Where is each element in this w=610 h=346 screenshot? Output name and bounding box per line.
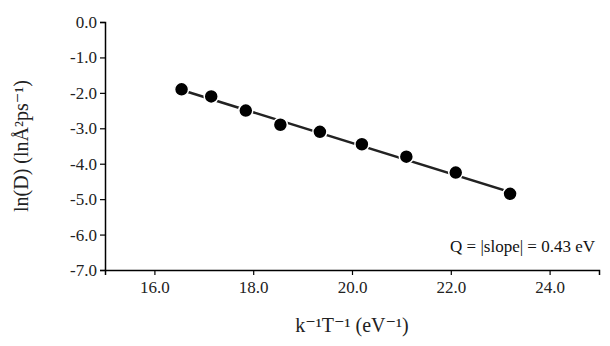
y-tick: -3.0 <box>70 119 105 138</box>
y-tick-label: -6.0 <box>70 226 97 245</box>
x-tick-mark <box>352 270 353 275</box>
x-tick-label: 22.0 <box>436 278 466 297</box>
x-tick-mark <box>253 270 254 275</box>
x-axis-line <box>106 271 600 276</box>
chart: 16.0 18.0 20.0 22.0 24.0 0.0 -1.0 -2.0 -3.0 -4.0 -… <box>0 0 610 346</box>
data-point <box>273 118 287 132</box>
y-axis: 0.0 -1.0 -2.0 -3.0 -4.0 -5.0 -6.0 -7.0 <box>70 13 105 280</box>
y-tick: -5.0 <box>70 190 105 209</box>
y-tick-label: -5.0 <box>70 190 97 209</box>
y-tick-mark <box>100 93 105 94</box>
x-axis-title: k⁻¹T⁻¹ (eV⁻¹) <box>295 314 409 337</box>
x-tick-label: 16.0 <box>140 278 170 297</box>
x-axis: 16.0 18.0 20.0 22.0 24.0 <box>106 270 600 297</box>
y-tick-label: -3.0 <box>70 119 97 138</box>
y-tick: -6.0 <box>70 226 105 245</box>
x-tick-mark <box>154 270 155 275</box>
y-tick: -1.0 <box>70 48 105 67</box>
y-tick: -7.0 <box>70 261 105 280</box>
x-tick-mark <box>451 270 452 275</box>
x-tick-label: 18.0 <box>239 278 269 297</box>
marks <box>175 82 518 201</box>
x-tick: 24.0 <box>535 270 565 297</box>
x-tick: 20.0 <box>338 270 368 297</box>
x-tick-label: 24.0 <box>535 278 565 297</box>
x-tick-label: 20.0 <box>338 278 368 297</box>
data-point <box>355 137 369 151</box>
fit-line <box>182 90 511 192</box>
y-tick-label: -2.0 <box>70 84 97 103</box>
data-point <box>175 82 189 96</box>
y-axis-title: ln(D) (lnÅ²ps⁻¹) <box>10 80 33 212</box>
y-tick-mark <box>100 128 105 129</box>
y-tick-mark <box>100 234 105 235</box>
y-tick: 0.0 <box>76 13 105 32</box>
y-tick-mark <box>100 57 105 58</box>
y-axis-line <box>100 23 106 271</box>
x-tick: 18.0 <box>239 270 269 297</box>
data-point <box>313 125 327 139</box>
y-tick-label: -7.0 <box>70 261 97 280</box>
x-tick-mark <box>549 270 550 275</box>
data-point <box>399 150 413 164</box>
data-point <box>503 187 517 201</box>
y-tick-mark <box>100 22 105 23</box>
y-tick-mark <box>100 199 105 200</box>
y-tick: -2.0 <box>70 84 105 103</box>
y-tick-mark <box>100 270 105 271</box>
y-tick-label: -1.0 <box>70 48 97 67</box>
x-tick: 16.0 <box>140 270 170 297</box>
y-tick-label: -4.0 <box>70 155 97 174</box>
annotation: Q = |slope| = 0.43 eV <box>450 237 596 256</box>
y-tick-mark <box>100 164 105 165</box>
y-tick: -4.0 <box>70 155 105 174</box>
data-point <box>449 166 463 180</box>
data-point <box>204 89 218 103</box>
x-tick: 22.0 <box>436 270 466 297</box>
plot: 16.0 18.0 20.0 22.0 24.0 0.0 -1.0 -2.0 -3.0 -4.0 -… <box>70 13 599 297</box>
data-point <box>239 104 253 118</box>
y-tick-label: 0.0 <box>76 13 97 32</box>
